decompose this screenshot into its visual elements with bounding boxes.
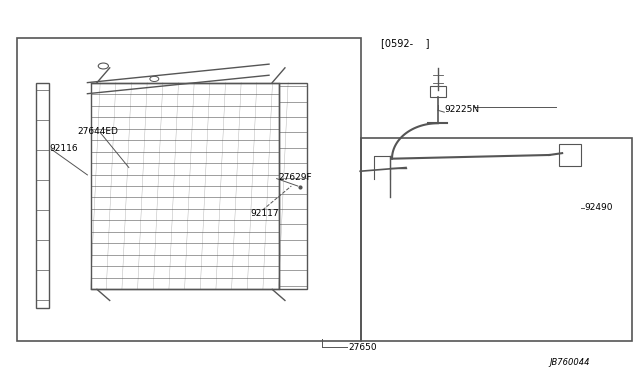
Text: 92225N: 92225N xyxy=(444,105,479,114)
Text: [0592-    ]: [0592- ] xyxy=(381,38,429,48)
Text: 92117: 92117 xyxy=(250,209,278,218)
Text: 27650: 27650 xyxy=(349,343,378,352)
Text: 92116: 92116 xyxy=(49,144,78,153)
Text: 92490: 92490 xyxy=(584,203,613,212)
Text: 27644ED: 27644ED xyxy=(78,127,119,136)
Text: 27629F: 27629F xyxy=(278,173,312,182)
Text: JB760044: JB760044 xyxy=(549,358,590,367)
